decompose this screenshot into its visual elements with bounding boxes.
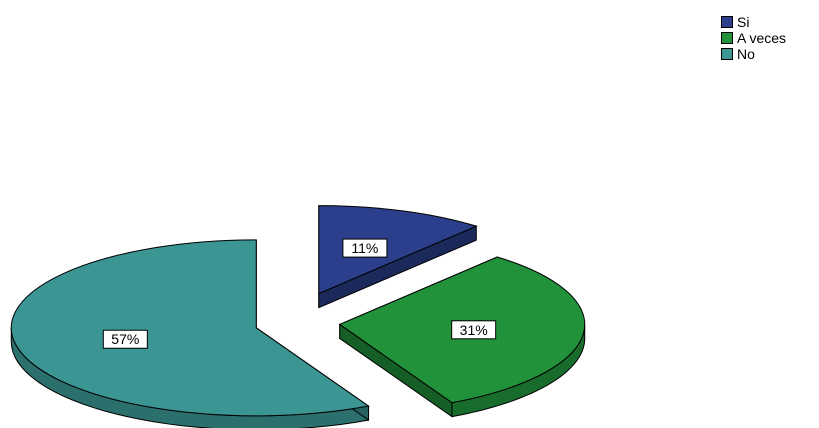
data-label-a-veces: 31% xyxy=(451,320,497,340)
data-label-box xyxy=(102,329,148,349)
legend-item-si: Si xyxy=(721,14,786,30)
legend-item-a-veces: A veces xyxy=(721,30,786,46)
legend-item-no: No xyxy=(721,46,786,62)
legend-swatch-si xyxy=(721,16,733,28)
legend-label-si: Si xyxy=(737,14,750,30)
legend-swatch-a-veces xyxy=(721,32,733,44)
data-label-text: 57% xyxy=(111,331,139,347)
data-label-text: 31% xyxy=(460,322,488,338)
pie-slice-no xyxy=(10,239,370,428)
legend: Si A veces No xyxy=(721,14,786,62)
legend-swatch-no xyxy=(721,48,733,60)
data-label-box xyxy=(451,320,497,340)
data-label-box xyxy=(342,238,388,258)
pie-slice-si xyxy=(318,205,478,309)
data-label-no: 57% xyxy=(102,329,148,349)
pie-slice-top xyxy=(318,205,478,295)
legend-label-no: No xyxy=(737,46,755,62)
data-label-text: 11% xyxy=(351,240,378,256)
legend-label-a-veces: A veces xyxy=(737,30,787,46)
data-label-si: 11% xyxy=(342,238,388,258)
pie-slice-top xyxy=(10,239,370,417)
